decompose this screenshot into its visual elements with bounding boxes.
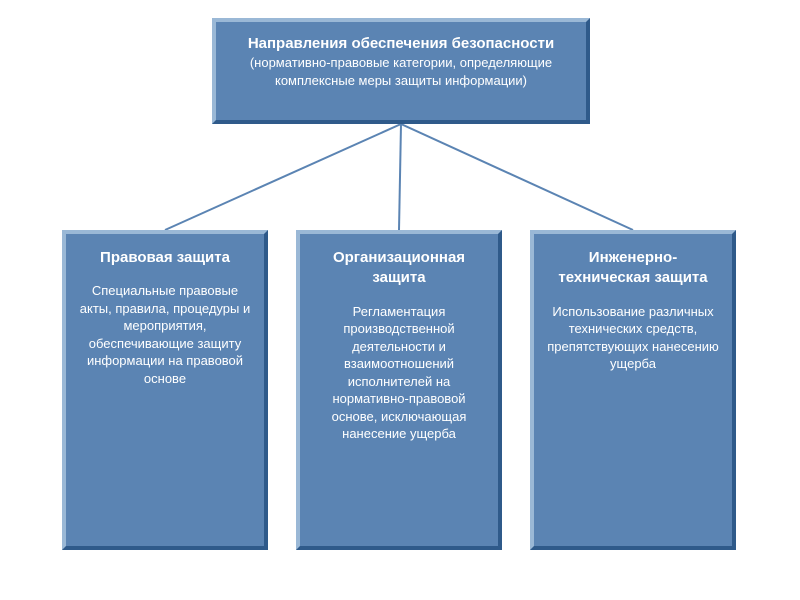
root-subtitle: (нормативно-правовые категории, определя… [234, 54, 568, 89]
child-node-organizational: Организационная защита Регламентация про… [296, 230, 502, 550]
child-description: Специальные правовые акты, правила, проц… [76, 282, 254, 387]
root-node: Направления обеспечения безопасности (но… [212, 18, 590, 124]
child-title: Правовая защита [76, 248, 254, 268]
root-title: Направления обеспечения безопасности [234, 34, 568, 54]
child-node-technical: Инженерно-техническая защита Использован… [530, 230, 736, 550]
child-node-legal: Правовая защита Специальные правовые акт… [62, 230, 268, 550]
child-title: Инженерно-техническая защита [544, 248, 722, 289]
child-description: Регламентация производственной деятельно… [310, 303, 488, 443]
child-description: Использование различных технических сред… [544, 303, 722, 373]
child-title: Организационная защита [310, 248, 488, 289]
